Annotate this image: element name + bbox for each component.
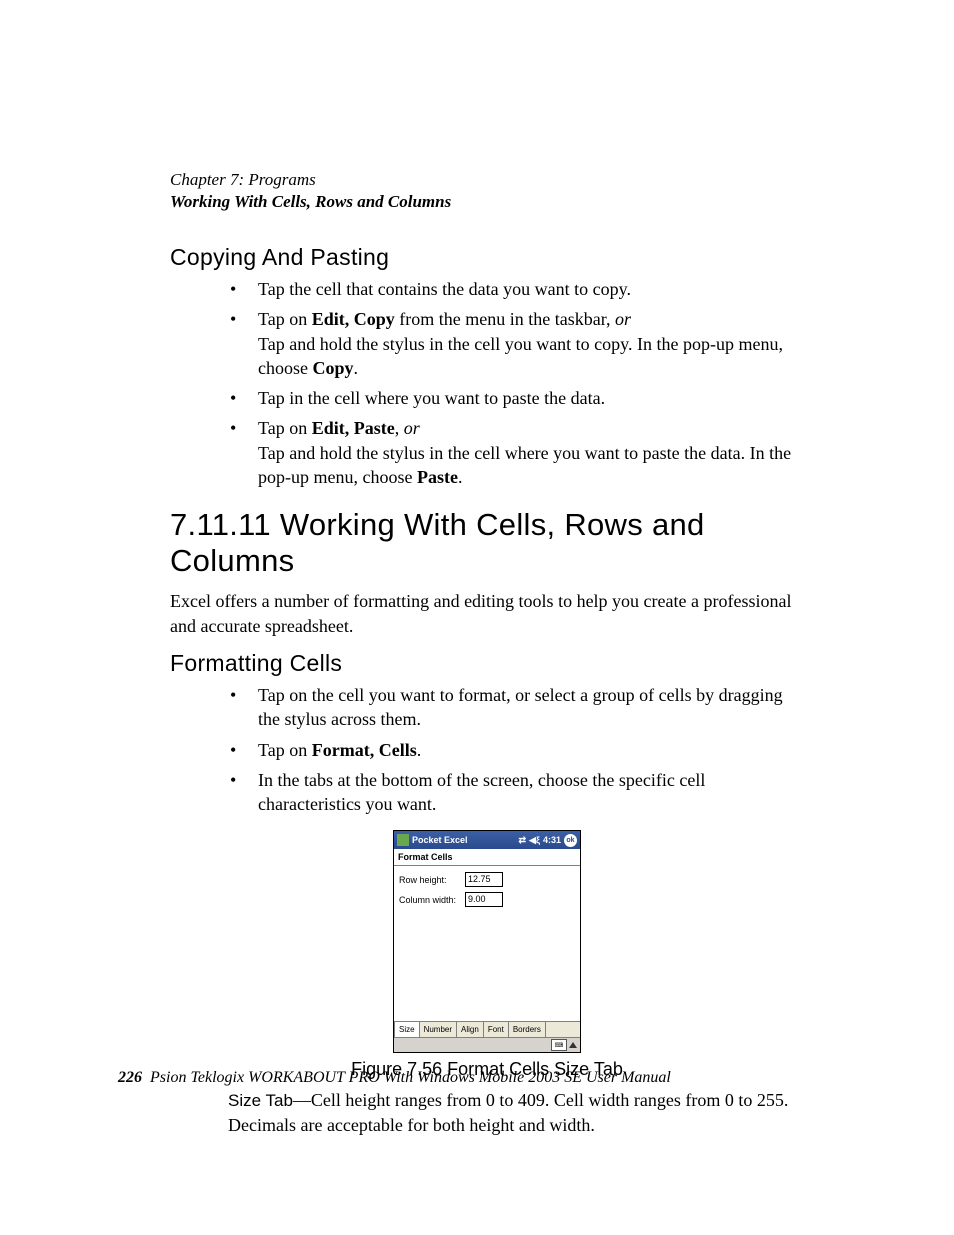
connectivity-icon: ⇄ — [519, 835, 527, 846]
list-item: Tap on Format, Cells. — [230, 738, 804, 762]
start-flag-icon — [397, 834, 409, 846]
heading-working-with-cells: 7.11.11 Working With Cells, Rows and Col… — [170, 507, 804, 579]
intro-paragraph: Excel offers a number of formatting and … — [170, 589, 804, 638]
screenshot-container: Pocket Excel ⇄ ◀ξ 4:31 ok Format Cells R… — [170, 830, 804, 1053]
app-title: Pocket Excel — [412, 835, 468, 845]
keyboard-icon[interactable]: ⌨ — [551, 1039, 567, 1051]
ok-button[interactable]: ok — [564, 834, 577, 847]
list-item: Tap in the cell where you want to paste … — [230, 386, 804, 410]
tab-size[interactable]: Size — [394, 1022, 420, 1037]
page-footer: 226 Psion Teklogix WORKABOUT PRO With Wi… — [118, 1069, 671, 1087]
tab-font[interactable]: Font — [483, 1022, 509, 1037]
pocket-excel-screenshot: Pocket Excel ⇄ ◀ξ 4:31 ok Format Cells R… — [393, 830, 581, 1053]
size-tab-text: —Cell height ranges from 0 to 409. Cell … — [228, 1090, 788, 1135]
list-item: In the tabs at the bottom of the screen,… — [230, 768, 804, 817]
up-arrow-icon[interactable] — [569, 1042, 577, 1048]
heading-copying-pasting: Copying And Pasting — [170, 244, 804, 271]
tab-strip: Size Number Align Font Borders — [394, 1021, 580, 1037]
manual-page: Chapter 7: Programs Working With Cells, … — [0, 0, 954, 1235]
speaker-icon: ◀ξ — [529, 835, 540, 846]
chapter-label: Chapter 7: Programs — [170, 170, 804, 190]
list-item: Tap on Edit, Paste, orTap and hold the s… — [230, 416, 804, 489]
section-label: Working With Cells, Rows and Columns — [170, 192, 804, 212]
page-number: 226 — [118, 1069, 142, 1086]
size-tab-label: Size Tab — [228, 1091, 293, 1110]
tab-number[interactable]: Number — [419, 1022, 457, 1037]
col-width-row: Column width: 9.00 — [399, 892, 575, 907]
tab-align[interactable]: Align — [456, 1022, 484, 1037]
row-height-row: Row height: 12.75 — [399, 872, 575, 887]
col-width-input[interactable]: 9.00 — [465, 892, 503, 907]
footer-text: Psion Teklogix WORKABOUT PRO With Window… — [150, 1069, 671, 1086]
size-tab-paragraph: Size Tab—Cell height ranges from 0 to 40… — [228, 1088, 804, 1137]
list-item: Tap on the cell you want to format, or s… — [230, 683, 804, 732]
titlebar: Pocket Excel ⇄ ◀ξ 4:31 ok — [394, 831, 580, 849]
list-item: Tap the cell that contains the data you … — [230, 277, 804, 301]
tab-borders[interactable]: Borders — [508, 1022, 546, 1037]
titlebar-right: ⇄ ◀ξ 4:31 ok — [519, 834, 578, 847]
dialog-title: Format Cells — [394, 849, 580, 866]
list-item: Tap on Edit, Copy from the menu in the t… — [230, 307, 804, 380]
copying-list: Tap the cell that contains the data you … — [170, 277, 804, 489]
clock-text: 4:31 — [543, 835, 561, 845]
row-height-label: Row height: — [399, 875, 465, 885]
titlebar-left: Pocket Excel — [397, 834, 468, 846]
heading-formatting-cells: Formatting Cells — [170, 650, 804, 677]
bottom-bar: ⌨ — [394, 1037, 580, 1052]
row-height-input[interactable]: 12.75 — [465, 872, 503, 887]
col-width-label: Column width: — [399, 895, 465, 905]
dialog-body: Row height: 12.75 Column width: 9.00 — [394, 866, 580, 1021]
formatting-list: Tap on the cell you want to format, or s… — [170, 683, 804, 816]
